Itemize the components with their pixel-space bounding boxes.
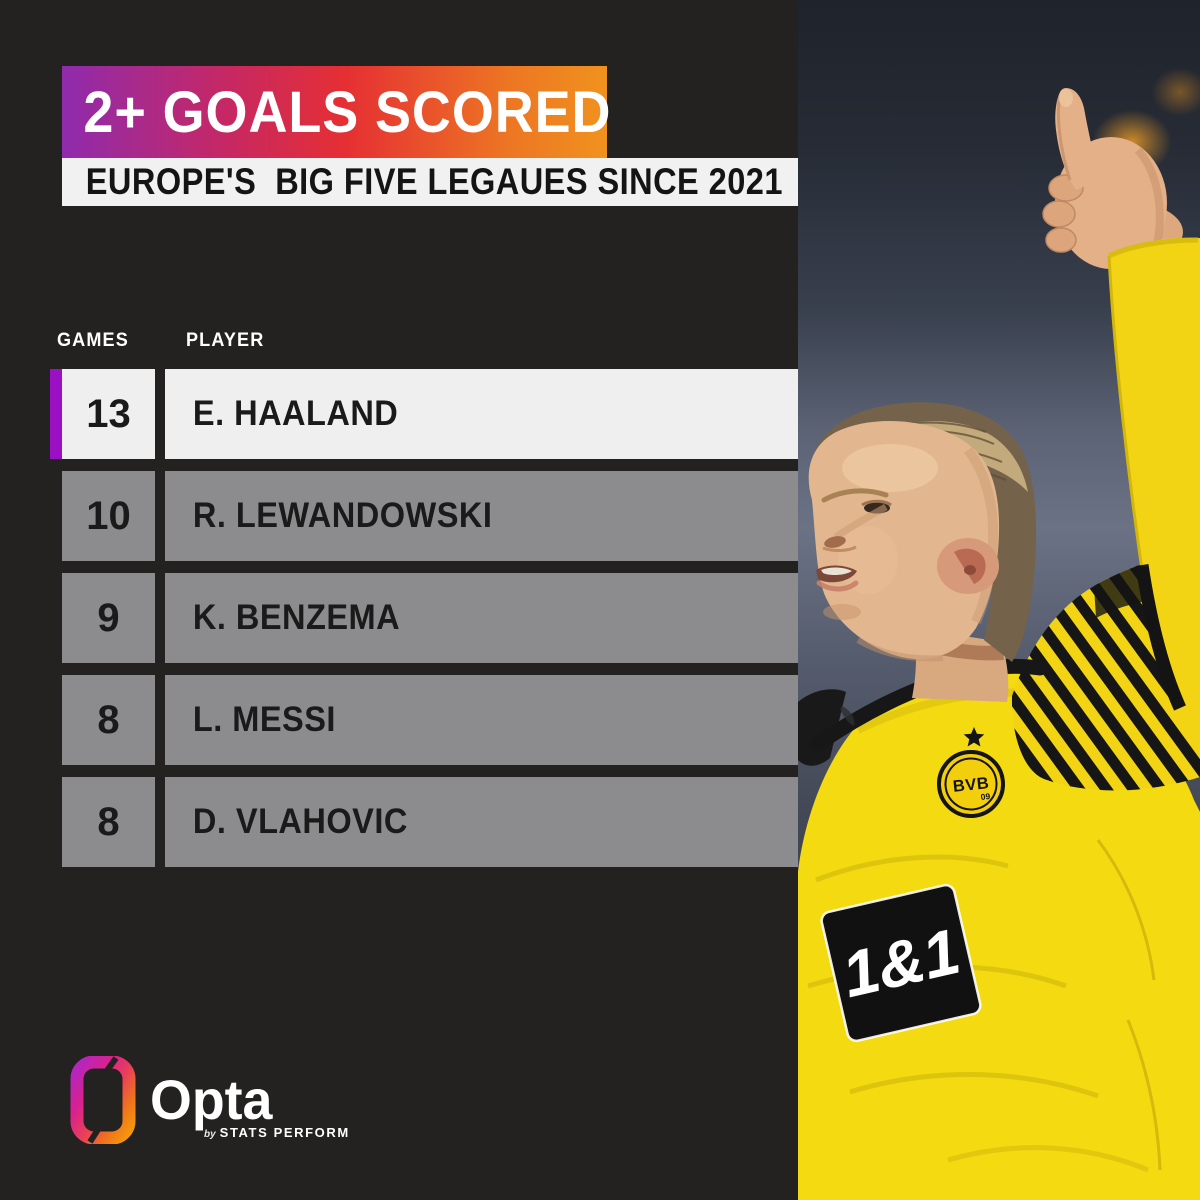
jersey-sponsor: 1&1 xyxy=(820,883,982,1043)
opta-logo-icon xyxy=(70,1056,136,1144)
subtitle-banner: EUROPE'S BIG FIVE LEGAUES SINCE 2021 xyxy=(62,158,813,206)
player-name: R. LEWANDOWSKI xyxy=(165,471,803,561)
haaland-photo: BVB 09 1&1 xyxy=(798,0,1200,1200)
stats-perform-text: STATS PERFORM xyxy=(219,1125,350,1140)
games-value: 9 xyxy=(62,573,155,663)
player-name: L. MESSI xyxy=(165,675,803,765)
eyebrow xyxy=(821,488,889,503)
player-name-label: E. HAALAND xyxy=(192,394,399,433)
table-column-headers: GAMES PLAYER xyxy=(0,330,810,354)
player-name: D. VLAHOVIC xyxy=(165,777,803,867)
page-subtitle: EUROPE'S BIG FIVE LEGAUES SINCE 2021 xyxy=(85,161,783,202)
jersey-sleeve xyxy=(1107,237,1200,748)
haaland-figure: BVB 09 1&1 xyxy=(798,88,1200,1200)
page-title: 2+ GOALS SCORED xyxy=(83,79,612,145)
bvb-badge-icon: BVB 09 xyxy=(937,750,1005,818)
pointing-finger-icon xyxy=(1055,88,1100,190)
by-label: by xyxy=(204,1129,216,1140)
player-name-label: D. VLAHOVIC xyxy=(192,802,408,841)
games-value: 8 xyxy=(62,777,155,867)
player-name: E. HAALAND xyxy=(165,369,803,459)
player-name-label: R. LEWANDOWSKI xyxy=(192,496,493,535)
games-value: 10 xyxy=(62,471,155,561)
player-name-label: K. BENZEMA xyxy=(192,598,401,637)
column-header-games: GAMES xyxy=(57,330,129,351)
player-name: K. BENZEMA xyxy=(165,573,803,663)
star-icon xyxy=(963,727,985,747)
column-header-player: PLAYER xyxy=(186,330,265,351)
ear xyxy=(937,538,999,594)
badge-year: 09 xyxy=(980,791,991,802)
puma-logo-icon xyxy=(840,706,855,726)
stats-perform-label: by STATS PERFORM xyxy=(204,1124,350,1142)
opta-brand: Opta xyxy=(150,1068,273,1131)
badge-text: BVB xyxy=(952,774,990,796)
nose xyxy=(833,503,888,540)
games-value: 13 xyxy=(50,369,155,459)
player-name-label: L. MESSI xyxy=(192,700,336,739)
games-value: 8 xyxy=(62,675,155,765)
title-banner: 2+ GOALS SCORED xyxy=(62,66,610,158)
head xyxy=(808,402,1037,662)
